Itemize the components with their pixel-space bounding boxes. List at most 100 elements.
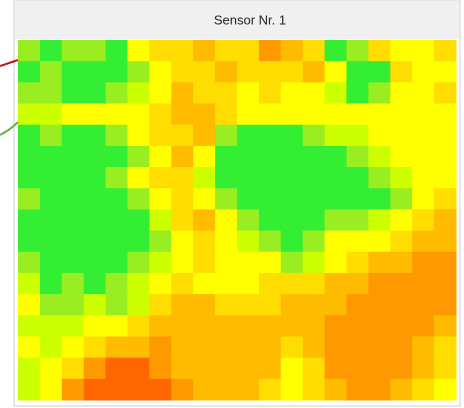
heatmap-cell — [434, 230, 457, 253]
heatmap-cell — [434, 167, 457, 189]
heatmap-cell — [127, 209, 150, 232]
heatmap-cell — [83, 336, 107, 359]
heatmap-cell — [368, 82, 391, 105]
heatmap-cell — [324, 103, 347, 126]
heatmap-cell — [18, 145, 41, 168]
heatmap-cell — [324, 167, 347, 189]
heatmap-cell — [237, 251, 260, 274]
heatmap-cell — [18, 209, 41, 232]
heatmap-cell — [127, 82, 150, 105]
heatmap-cell — [390, 230, 413, 253]
heatmap-cell — [61, 251, 85, 274]
heatmap-cell — [149, 336, 172, 359]
heatmap-cell — [237, 272, 260, 295]
heatmap-cell — [280, 145, 304, 168]
heatmap-cell — [193, 188, 216, 210]
heatmap-cell — [39, 251, 63, 274]
heatmap-cell — [237, 40, 260, 62]
heatmap-cell — [215, 82, 238, 105]
heatmap-cell — [412, 209, 435, 232]
heatmap-cell — [127, 336, 150, 359]
heatmap-cell — [149, 103, 172, 126]
heatmap-cell — [105, 61, 128, 83]
heatmap-cell — [171, 61, 194, 83]
heatmap-cell — [237, 315, 260, 337]
heatmap-cell — [193, 209, 216, 232]
heatmap-cell — [368, 209, 391, 232]
heatmap-cell — [149, 61, 172, 83]
heatmap-cell — [346, 145, 369, 168]
heatmap-cell — [390, 103, 413, 126]
heatmap-cell — [149, 40, 172, 62]
heatmap-cell — [346, 188, 369, 210]
heatmap-cell — [171, 124, 194, 147]
heatmap-cell — [171, 82, 194, 105]
heatmap-cell — [368, 315, 391, 337]
heatmap-cell — [127, 230, 150, 253]
heatmap-cell — [61, 124, 85, 147]
heatmap-cell — [324, 61, 347, 83]
heatmap-cell — [368, 145, 391, 168]
heatmap-cell — [193, 230, 216, 253]
heatmap-cell — [434, 103, 457, 126]
pointer-line-red — [0, 59, 19, 67]
heatmap-cell — [39, 336, 63, 359]
heatmap-cell — [390, 357, 413, 380]
heatmap-cell — [324, 230, 347, 253]
heatmap-cell — [18, 294, 41, 316]
heatmap-cell — [390, 378, 413, 401]
heatmap-cell — [346, 336, 369, 359]
heatmap-cell — [61, 357, 85, 380]
heatmap-cell — [302, 124, 326, 147]
heatmap-cell — [412, 315, 435, 337]
heatmap-cell — [368, 103, 391, 126]
heatmap-cell — [258, 209, 282, 232]
heatmap-cell — [215, 188, 238, 210]
heatmap-cell — [61, 294, 85, 316]
heatmap-cell — [83, 378, 107, 401]
heatmap-cell — [302, 209, 326, 232]
heatmap-cell — [83, 124, 107, 147]
heatmap-cell — [18, 188, 41, 210]
heatmap-cell — [149, 357, 172, 380]
heatmap-cell — [258, 167, 282, 189]
heatmap-cell — [61, 230, 85, 253]
heatmap-cell — [39, 40, 63, 62]
heatmap-cell — [83, 82, 107, 105]
heatmap-cell — [149, 188, 172, 210]
heatmap-cell — [193, 251, 216, 274]
heatmap-cell — [149, 209, 172, 232]
heatmap-cell — [412, 230, 435, 253]
heatmap-cell — [434, 40, 457, 62]
heatmap-cell — [127, 294, 150, 316]
heatmap-cell — [368, 251, 391, 274]
heatmap-cell — [171, 272, 194, 295]
heatmap-cell — [83, 167, 107, 189]
heatmap-cell — [18, 336, 41, 359]
heatmap-cell — [171, 251, 194, 274]
heatmap-cell — [280, 315, 304, 337]
heatmap-cell — [39, 124, 63, 147]
heatmap-cell — [171, 40, 194, 62]
heatmap-cell — [171, 336, 194, 359]
heatmap-cell — [105, 230, 128, 253]
heatmap-cell — [280, 357, 304, 380]
heatmap-cell — [127, 103, 150, 126]
heatmap-cell — [412, 167, 435, 189]
heatmap-cell — [368, 124, 391, 147]
title-bar — [15, 1, 459, 39]
heatmap-cell — [193, 61, 216, 83]
heatmap-cell — [39, 315, 63, 337]
heatmap-cell — [127, 145, 150, 168]
heatmap-cell — [215, 124, 238, 147]
heatmap-cell — [83, 40, 107, 62]
heatmap-cell — [215, 378, 238, 401]
heatmap-cell — [368, 378, 391, 401]
heatmap-cell — [258, 294, 282, 316]
heatmap-cell — [280, 188, 304, 210]
heatmap-cell — [18, 315, 41, 337]
heatmap-cell — [149, 124, 172, 147]
heatmap-cell — [83, 209, 107, 232]
heatmap-cell — [324, 336, 347, 359]
heatmap-cell — [39, 167, 63, 189]
